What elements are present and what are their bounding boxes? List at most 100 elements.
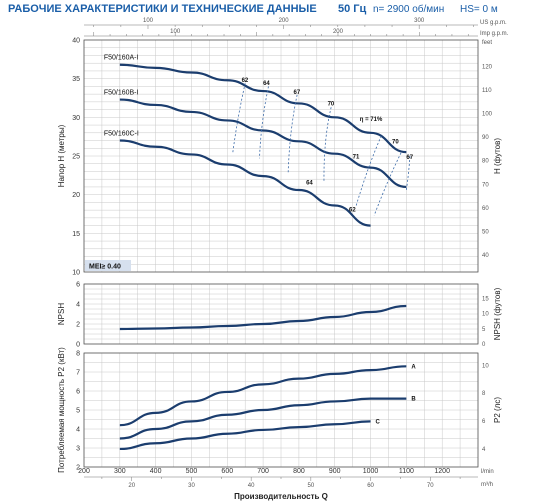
sheet-title: РАБОЧИЕ ХАРАКТЕРИСТИКИ И ТЕХНИЧЕСКИЕ ДАН… — [8, 3, 317, 15]
efficiency-label: 70 — [392, 140, 399, 146]
m3h-tick: 70 — [427, 483, 434, 489]
npsh-y2tick: 0 — [482, 342, 486, 348]
power-series-line — [119, 397, 407, 440]
efficiency-label: 62 — [242, 78, 249, 84]
imp-gpm-tick: 100 — [170, 29, 181, 35]
x-tick: 700 — [257, 468, 269, 475]
npsh-ytick: 2 — [76, 322, 80, 329]
power-y2tick: 10 — [482, 363, 489, 369]
power-series-label: C — [376, 419, 381, 425]
efficiency-iso-line — [373, 152, 402, 216]
npsh-ytick: 0 — [76, 342, 80, 349]
head-ytick: 35 — [72, 76, 80, 83]
head-y2tick: 70 — [482, 182, 489, 188]
head-y2tick: 50 — [482, 229, 489, 235]
npsh-frame — [83, 283, 479, 345]
efficiency-label: 71 — [353, 154, 360, 160]
efficiency-iso-line — [259, 86, 269, 159]
imp-gpm-tick: 200 — [333, 29, 344, 35]
us-gpm-unit: US g.p.m. — [480, 20, 507, 26]
us-gpm-tick: 100 — [143, 18, 154, 24]
x-axis-label: Производительность Q — [234, 492, 328, 501]
efficiency-label: 64 — [263, 81, 270, 87]
efficiency-label: 70 — [328, 102, 335, 108]
power-y2label: P2 (лс) — [493, 397, 502, 423]
x-tick: 1200 — [434, 468, 450, 475]
power-series-label: A — [411, 364, 416, 370]
power-frame — [83, 352, 479, 468]
power-ytick: 7 — [76, 370, 80, 377]
head-series-label: F50/160C-I — [104, 131, 139, 138]
npsh-ytick: 6 — [76, 282, 80, 289]
head-frame — [83, 39, 479, 273]
x-tick: 400 — [150, 468, 162, 475]
power-ylabel: Потребляемая мощность P2 (кВт) — [57, 347, 66, 473]
efficiency-iso-line — [287, 94, 298, 174]
head-y2tick: 120 — [482, 64, 493, 70]
power-series-line — [119, 365, 407, 427]
efficiency-iso-line — [232, 83, 246, 154]
power-ytick: 5 — [76, 408, 80, 415]
head-y2tick: 80 — [482, 159, 489, 165]
x-tick: 600 — [221, 468, 233, 475]
efficiency-label: 67 — [406, 155, 413, 161]
npsh-y2tick: 15 — [482, 296, 489, 302]
x-tick: 200 — [78, 468, 90, 475]
head-series-line — [119, 98, 407, 189]
speed-label: n= 2900 об/мин — [373, 3, 444, 15]
npsh-ytick: 4 — [76, 302, 80, 309]
head-y2tick: 60 — [482, 206, 489, 212]
head-y2tick: 90 — [482, 135, 489, 141]
m3h-tick: 60 — [367, 483, 374, 489]
m3h-tick: 20 — [128, 483, 135, 489]
frequency-label: 50 Гц — [338, 3, 367, 15]
x-tick: 900 — [329, 468, 341, 475]
power-ytick: 2 — [76, 465, 80, 472]
efficiency-label: 67 — [294, 90, 301, 96]
npsh-y2tick: 10 — [482, 312, 489, 318]
us-gpm-tick: 200 — [279, 18, 290, 24]
x-tick: 1000 — [363, 468, 379, 475]
head-y2tick: 40 — [482, 253, 489, 259]
efficiency-iso-line — [405, 155, 411, 191]
head-ytick: 40 — [72, 38, 80, 45]
x-tick: 800 — [293, 468, 305, 475]
power-y2tick: 4 — [482, 447, 486, 453]
power-ytick: 6 — [76, 389, 80, 396]
head-y2tick: 110 — [482, 88, 492, 94]
power-ytick: 3 — [76, 446, 80, 453]
head-ytick: 20 — [72, 192, 80, 199]
imp-gpm-unit: Imp g.p.m. — [480, 31, 509, 37]
head-ylabel: Напор H (метры) — [57, 124, 66, 187]
head-ytick: 30 — [72, 115, 80, 122]
head-series-line — [119, 63, 407, 154]
m3h-unit: m³/h — [481, 482, 493, 488]
npsh-ylabel: NPSH — [57, 303, 66, 325]
head-ytick: 25 — [72, 154, 80, 161]
power-y2tick: 8 — [482, 391, 486, 397]
m3h-tick: 40 — [248, 483, 255, 489]
head-ytick: 10 — [72, 270, 80, 277]
head-series-label: F50/160A-I — [104, 55, 139, 62]
head-y2unit: feet — [482, 40, 492, 46]
power-series-line — [119, 420, 371, 451]
head-series-label: F50/160B-I — [104, 90, 139, 97]
head-y2label: H (футов) — [493, 138, 502, 174]
npsh-series-line — [119, 304, 407, 331]
power-ytick: 8 — [76, 351, 80, 358]
mei-badge: MEI≥ 0.40 — [89, 264, 121, 271]
x-tick: 300 — [114, 468, 126, 475]
head-series-line — [119, 139, 371, 227]
efficiency-iso-line — [355, 135, 382, 206]
power-y2tick: 6 — [482, 419, 486, 425]
mei-badge-bg — [85, 260, 131, 271]
power-series-label: B — [411, 397, 416, 403]
head-y2tick: 100 — [482, 112, 493, 118]
x-tick: 1100 — [399, 468, 414, 475]
hs-label: HS= 0 м — [460, 4, 498, 15]
efficiency-label: η = 71% — [360, 117, 383, 123]
efficiency-label: 62 — [349, 208, 356, 214]
head-ytick: 15 — [72, 231, 80, 238]
efficiency-iso-line — [323, 107, 332, 183]
